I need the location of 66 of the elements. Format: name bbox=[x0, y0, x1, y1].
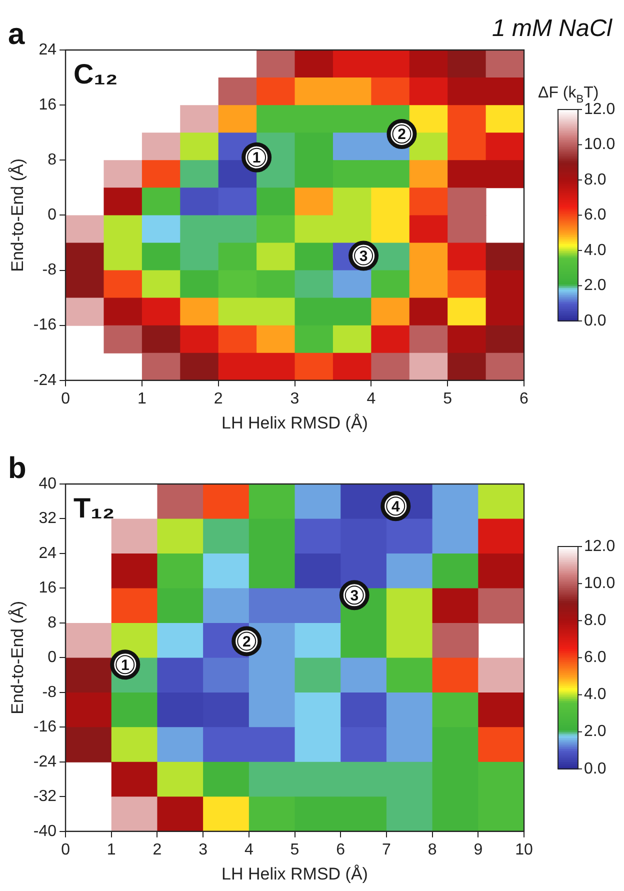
annotation: 2 bbox=[398, 126, 406, 144]
x-tick-label: 10 bbox=[515, 841, 533, 858]
y-tick-label: 0 bbox=[48, 649, 57, 666]
y-tick-label: 16 bbox=[38, 96, 57, 114]
y-tick-label: 32 bbox=[38, 510, 57, 528]
y-axis-title: End-to-End (Å) bbox=[8, 158, 27, 272]
annotation: C₁₂ bbox=[74, 58, 118, 90]
x-axis-title: LH Helix RMSD (Å) bbox=[222, 864, 368, 884]
y-tick-label: -40 bbox=[33, 822, 57, 840]
x-tick-label: 4 bbox=[244, 841, 254, 858]
x-tick-label: 5 bbox=[290, 841, 300, 858]
y-tick-label: 8 bbox=[48, 152, 57, 169]
x-tick-label: 9 bbox=[474, 841, 483, 858]
x-tick-label: 0 bbox=[61, 390, 70, 408]
x-tick-label: 8 bbox=[428, 841, 437, 858]
x-tick-label: 1 bbox=[106, 841, 116, 858]
color-bar-label: 4.0 bbox=[584, 686, 606, 704]
color-bar-label: 8.0 bbox=[584, 171, 606, 188]
y-tick-label: -24 bbox=[33, 372, 57, 389]
x-tick-label: 3 bbox=[198, 841, 208, 858]
chart-title: b bbox=[8, 452, 26, 485]
x-tick-label: 6 bbox=[336, 841, 346, 858]
y-tick-label: 40 bbox=[38, 475, 57, 492]
x-tick-label: 4 bbox=[366, 390, 376, 408]
color-bar-label: 6.0 bbox=[584, 206, 606, 224]
y-tick-label: -16 bbox=[33, 718, 57, 736]
annotation: 2 bbox=[242, 633, 251, 650]
x-axis-title: LH Helix RMSD (Å) bbox=[222, 413, 368, 432]
chart-subtitle: 1 mM NaCl bbox=[492, 15, 613, 42]
y-tick-label: -16 bbox=[33, 316, 57, 334]
x-tick-label: 5 bbox=[443, 390, 452, 408]
color-bar-label: 6.0 bbox=[584, 649, 606, 666]
annotation: 4 bbox=[391, 498, 400, 516]
chart-title: a bbox=[8, 18, 25, 51]
color-bar-label: 8.0 bbox=[584, 612, 606, 630]
color-bar-label: 0.0 bbox=[584, 312, 606, 330]
annotation: T₁₂ bbox=[74, 492, 115, 524]
y-tick-label: 16 bbox=[38, 580, 57, 597]
y-axis-title: End-to-End (Å) bbox=[8, 601, 27, 714]
color-bar-label: 2.0 bbox=[584, 277, 606, 294]
color-bar-label: 12.0 bbox=[584, 100, 616, 118]
color-bar-label: 10.0 bbox=[584, 574, 616, 592]
color-bar-label: 2.0 bbox=[584, 723, 606, 740]
annotation: 3 bbox=[359, 248, 368, 265]
color-bar-label: 4.0 bbox=[584, 242, 606, 259]
x-tick-label: 2 bbox=[214, 390, 223, 408]
x-tick-label: 1 bbox=[137, 390, 146, 408]
y-tick-label: -32 bbox=[33, 788, 57, 806]
x-tick-label: 7 bbox=[382, 841, 392, 858]
y-tick-label: 24 bbox=[38, 544, 57, 562]
y-tick-label: 24 bbox=[38, 41, 57, 58]
y-tick-label: 8 bbox=[48, 614, 57, 632]
color-bar-label: 10.0 bbox=[584, 136, 616, 154]
color-bar-label: 12.0 bbox=[584, 538, 616, 555]
annotation: 3 bbox=[350, 587, 359, 604]
y-tick-label: 0 bbox=[48, 206, 57, 224]
annotation: 1 bbox=[120, 656, 130, 674]
x-tick-label: 6 bbox=[520, 390, 529, 408]
y-tick-label: -8 bbox=[42, 262, 57, 279]
annotation: 1 bbox=[252, 150, 261, 167]
color-bar-label: 0.0 bbox=[584, 760, 606, 778]
x-tick-label: 0 bbox=[61, 841, 70, 858]
x-tick-label: 2 bbox=[152, 841, 162, 858]
x-tick-label: 3 bbox=[290, 390, 300, 408]
y-tick-label: -8 bbox=[42, 684, 57, 701]
y-tick-label: -24 bbox=[33, 753, 57, 770]
